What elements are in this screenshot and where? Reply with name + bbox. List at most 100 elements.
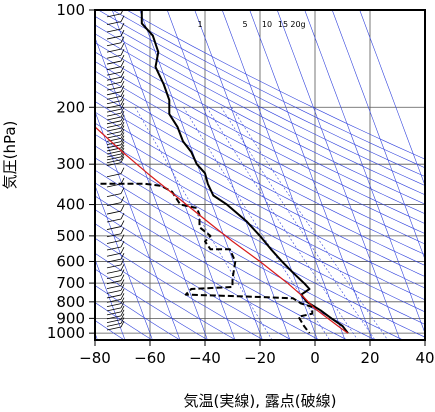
wind-barb-flag xyxy=(120,85,125,92)
dry-adiabat-line xyxy=(95,252,237,340)
mixing-ratio-label: 20g xyxy=(290,20,305,29)
wind-barb-flag xyxy=(120,135,125,142)
wind-barb xyxy=(106,258,122,263)
wind-barb-flag xyxy=(120,76,125,83)
wind-barb-flag xyxy=(120,240,125,248)
wind-barb xyxy=(106,153,122,158)
dry-adiabat-line xyxy=(95,101,425,277)
y-tick-label: 300 xyxy=(56,155,85,173)
series-line-dashed xyxy=(100,182,314,334)
wind-barb-flag xyxy=(120,309,125,317)
dry-adiabat-line xyxy=(95,122,425,301)
mixing-ratio-line xyxy=(220,107,376,340)
dry-adiabat-line xyxy=(95,223,293,340)
isotherm-line xyxy=(249,10,373,340)
wind-barb xyxy=(106,35,122,40)
wind-barb xyxy=(106,233,122,238)
wind-barb xyxy=(106,60,122,65)
wind-barb-flag xyxy=(120,258,125,266)
wind-barb-flag xyxy=(120,252,125,260)
wind-barb-flag xyxy=(120,141,125,149)
dry-adiabat-line xyxy=(126,10,425,160)
wind-barb-flag xyxy=(120,204,125,212)
dry-adiabat-line xyxy=(95,237,265,340)
y-tick-label: 800 xyxy=(56,293,85,311)
isotherm-line xyxy=(139,10,263,340)
wind-barb xyxy=(106,246,122,251)
wind-barb-flag xyxy=(120,144,125,152)
mixing-ratio-line xyxy=(206,107,359,340)
wind-barb xyxy=(106,226,122,230)
dry-adiabat-line xyxy=(95,157,425,338)
dry-adiabat-line xyxy=(95,268,209,340)
wind-barb-flag xyxy=(120,284,125,291)
wind-barb-flag xyxy=(120,156,125,163)
dry-adiabat-line xyxy=(95,80,425,255)
wind-barb-flag xyxy=(120,80,125,88)
wind-barb xyxy=(106,131,122,136)
wind-barb xyxy=(106,71,122,76)
dry-adiabat-line xyxy=(95,61,425,234)
dry-adiabat-line xyxy=(95,169,404,340)
dry-adiabat-line xyxy=(95,51,425,224)
wind-barb-flag xyxy=(120,147,125,155)
wind-barb xyxy=(106,76,122,81)
wind-barb xyxy=(106,218,122,223)
wind-barb-flag xyxy=(120,106,125,114)
wind-barb-flag xyxy=(120,125,125,132)
x-axis: −80 −60 −40 −20 0 20 40 xyxy=(79,340,435,367)
y-tick-label: 400 xyxy=(56,196,85,214)
mixing-ratio-labels: 1 5 10 15 20g xyxy=(197,20,305,29)
wind-barb xyxy=(106,144,122,149)
wind-barb-flag xyxy=(120,167,125,174)
wind-barb-flag xyxy=(120,301,125,309)
wind-barb-flag xyxy=(120,29,125,37)
wind-barb xyxy=(106,252,122,257)
x-tick-label: 0 xyxy=(310,349,320,367)
wind-barb-flag xyxy=(120,128,125,136)
wind-barb xyxy=(106,124,122,128)
wind-barb xyxy=(106,66,122,71)
wind-barb-flag xyxy=(120,102,125,110)
wind-barb-flag xyxy=(120,138,125,146)
y-tick-label: 1000 xyxy=(47,324,85,342)
wind-barb xyxy=(106,159,122,164)
wind-barb xyxy=(106,127,122,132)
dry-adiabat-line xyxy=(95,33,425,205)
wind-barb-flag xyxy=(120,227,125,234)
series-line-solid xyxy=(95,126,349,334)
wind-barb xyxy=(106,134,122,139)
wind-barb-flag xyxy=(120,153,125,160)
dry-adiabat-line xyxy=(95,16,425,186)
mixing-ratio-label: 10 xyxy=(262,20,272,29)
series-layer xyxy=(95,10,349,334)
wind-barb xyxy=(106,150,122,155)
wind-barb xyxy=(106,193,122,198)
wind-barb xyxy=(106,323,122,327)
wind-barb-flag xyxy=(120,212,125,220)
wind-barb xyxy=(106,289,122,294)
wind-barb xyxy=(106,42,122,47)
wind-barb-flag xyxy=(120,279,125,286)
wind-barb xyxy=(106,275,122,280)
mixing-ratio-line xyxy=(231,107,389,340)
wind-barb xyxy=(106,264,122,269)
wind-barb xyxy=(106,162,122,166)
wind-barb xyxy=(106,315,122,320)
wind-barb-flag xyxy=(120,288,125,296)
x-tick-label: −60 xyxy=(134,349,166,367)
wind-barb-flag xyxy=(120,54,125,62)
isotherm-line xyxy=(359,10,425,187)
mixing-ratio-label: 5 xyxy=(242,20,247,29)
wind-barb-flag xyxy=(120,297,125,304)
wind-barb xyxy=(106,86,122,91)
wind-barb xyxy=(106,141,122,146)
wind-barb xyxy=(106,269,122,274)
wind-barb xyxy=(106,303,122,308)
wind-barb xyxy=(106,54,122,59)
dry-adiabat-line xyxy=(95,145,425,325)
dry-adiabat-line xyxy=(95,302,153,340)
wind-barb-flag xyxy=(120,121,125,129)
isotherm-line xyxy=(221,10,346,340)
